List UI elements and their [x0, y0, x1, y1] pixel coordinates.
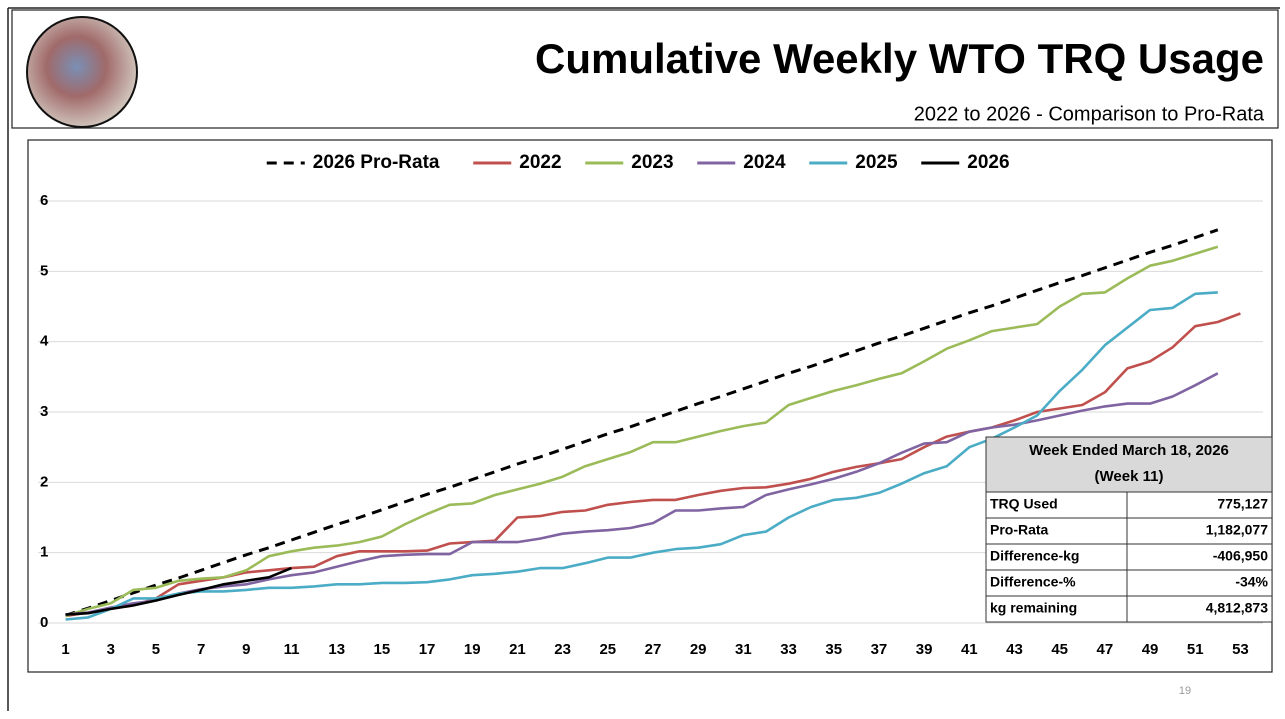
x-tick-label: 37 — [871, 641, 888, 658]
table-value: 775,127 — [1217, 496, 1268, 512]
x-tick-label: 45 — [1051, 641, 1068, 658]
table-title: (Week 11) — [1095, 468, 1164, 485]
x-tick-label: 5 — [152, 641, 160, 658]
y-tick-label: 3 — [40, 403, 48, 420]
x-tick-label: 25 — [599, 641, 616, 658]
x-tick-label: 49 — [1142, 641, 1159, 658]
slide: Cumulative Weekly WTO TRQ Usage 2022 to … — [0, 0, 1285, 719]
x-tick-label: 31 — [735, 641, 752, 658]
legend-label: 2022 — [519, 152, 561, 173]
table-label: kg remaining — [990, 600, 1077, 616]
chart-subtitle: 2022 to 2026 - Comparison to Pro-Rata — [914, 103, 1265, 125]
legend-label: 2026 Pro-Rata — [313, 152, 440, 173]
table-label: Difference-% — [990, 574, 1076, 590]
table-label: Difference-kg — [990, 548, 1079, 564]
chart-title: Cumulative Weekly WTO TRQ Usage — [535, 35, 1264, 82]
x-tick-label: 43 — [1006, 641, 1023, 658]
x-tick-label: 7 — [197, 641, 205, 658]
x-tick-label: 47 — [1097, 641, 1114, 658]
table-value: -34% — [1235, 574, 1268, 590]
x-tick-label: 9 — [242, 641, 250, 658]
x-tick-label: 21 — [509, 641, 526, 658]
table-value: 4,812,873 — [1206, 600, 1268, 616]
page: Cumulative Weekly WTO TRQ Usage 2022 to … — [0, 0, 1285, 719]
y-tick-label: 1 — [40, 544, 48, 561]
summary-table: Week Ended March 18, 2026 (Week 11) TRQ Us… — [986, 437, 1272, 622]
x-tick-label: 33 — [780, 641, 797, 658]
turkey-logo — [27, 17, 137, 127]
y-tick-label: 2 — [40, 473, 48, 490]
x-tick-label: 17 — [419, 641, 436, 658]
x-tick-label: 11 — [284, 641, 300, 658]
y-tick-label: 0 — [40, 614, 48, 631]
table-label: TRQ Used — [990, 496, 1058, 512]
y-tick-label: 5 — [40, 262, 48, 279]
table-label: Pro-Rata — [990, 522, 1049, 538]
x-tick-label: 15 — [374, 641, 391, 658]
y-tick-label: 4 — [40, 333, 49, 350]
legend-label: 2024 — [743, 152, 786, 173]
page-number: 19 — [1179, 685, 1191, 697]
legend-label: 2025 — [855, 152, 898, 173]
x-tick-label: 19 — [464, 641, 481, 658]
x-tick-label: 51 — [1187, 641, 1204, 658]
table-title: Week Ended March 18, 2026 — [1029, 442, 1229, 459]
y-tick-label: 6 — [40, 192, 48, 209]
x-tick-label: 41 — [961, 641, 978, 658]
legend-label: 2026 — [967, 152, 1009, 173]
legend-label: 2023 — [631, 152, 673, 173]
x-tick-label: 13 — [328, 641, 345, 658]
table-value: 1,182,077 — [1206, 522, 1268, 538]
table-value: -406,950 — [1213, 548, 1268, 564]
x-tick-label: 3 — [107, 641, 115, 658]
x-tick-label: 27 — [645, 641, 662, 658]
x-tick-label: 1 — [61, 641, 69, 658]
x-tick-label: 35 — [825, 641, 842, 658]
x-tick-label: 23 — [554, 641, 571, 658]
x-tick-label: 39 — [916, 641, 933, 658]
x-tick-label: 53 — [1232, 641, 1249, 658]
x-tick-label: 29 — [690, 641, 707, 658]
